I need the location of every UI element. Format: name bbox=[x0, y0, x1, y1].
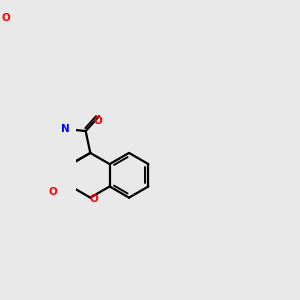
Text: O: O bbox=[94, 116, 102, 126]
Text: O: O bbox=[90, 194, 99, 204]
Text: O: O bbox=[48, 187, 57, 196]
Text: O: O bbox=[2, 14, 10, 23]
Text: N: N bbox=[61, 124, 69, 134]
